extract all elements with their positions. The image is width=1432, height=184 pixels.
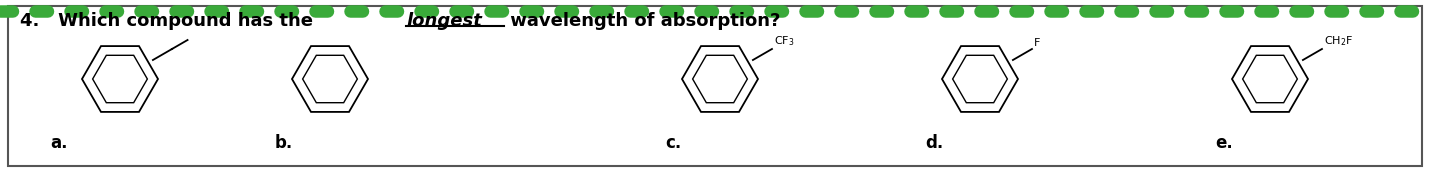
Text: b.: b. [275, 134, 294, 152]
Text: c.: c. [664, 134, 682, 152]
FancyBboxPatch shape [9, 6, 1422, 166]
Text: 4.   Which compound has the: 4. Which compound has the [20, 12, 319, 30]
Text: e.: e. [1214, 134, 1233, 152]
Text: CF$_3$: CF$_3$ [773, 34, 795, 48]
Text: d.: d. [925, 134, 944, 152]
Text: F: F [1034, 38, 1040, 48]
Text: longest: longest [407, 12, 483, 30]
Text: wavelength of absorption?: wavelength of absorption? [504, 12, 780, 30]
Text: CH$_2$F: CH$_2$F [1325, 34, 1353, 48]
Text: a.: a. [50, 134, 67, 152]
